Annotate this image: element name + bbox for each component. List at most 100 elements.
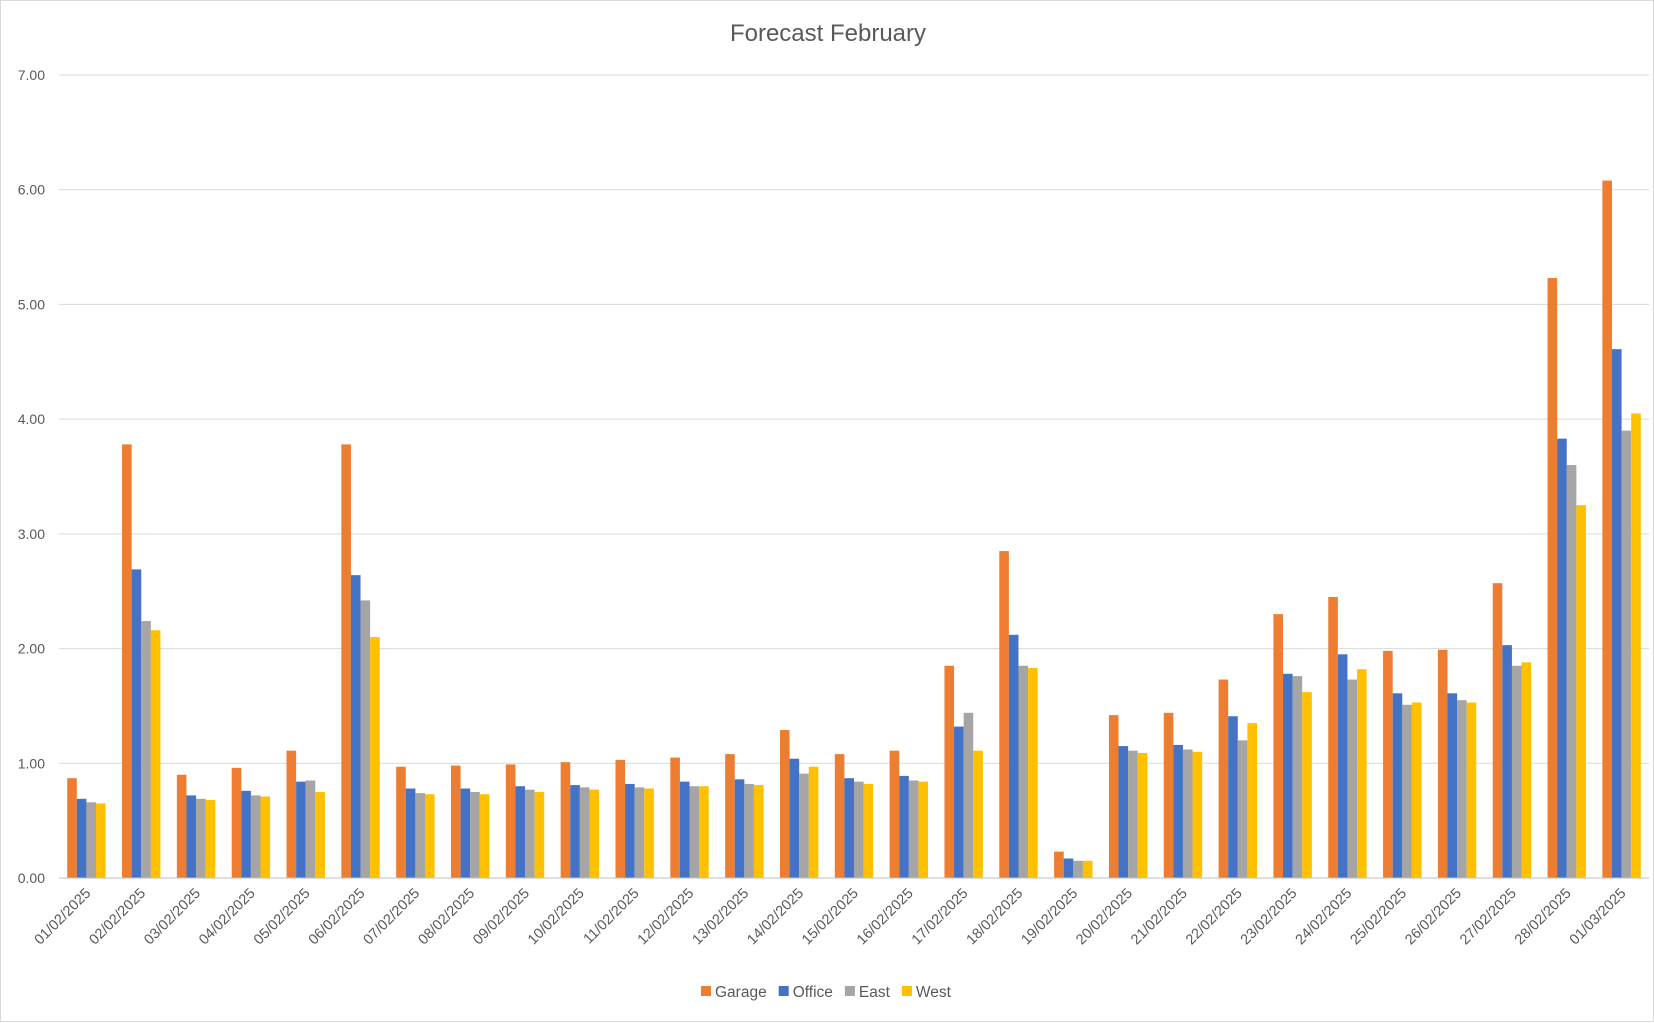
x-tick-label: 20/02/2025 xyxy=(1073,886,1136,949)
bar-office xyxy=(1118,746,1129,878)
legend-swatch-office xyxy=(778,986,789,996)
bar-office xyxy=(76,798,87,878)
bar-office xyxy=(460,788,471,878)
bar-west xyxy=(1028,668,1038,878)
x-axis-ticks: 01/02/202502/02/202503/02/202504/02/2025… xyxy=(32,886,1630,949)
bar-office xyxy=(1228,716,1238,878)
bar-garage xyxy=(834,754,845,878)
bar-west xyxy=(699,786,709,878)
bar-east xyxy=(470,791,480,878)
x-tick-label: 08/02/2025 xyxy=(415,886,478,949)
bar-garage xyxy=(725,754,735,878)
bar-west xyxy=(1192,751,1203,878)
bar-office xyxy=(1283,673,1293,878)
x-tick-label: 11/02/2025 xyxy=(581,886,643,948)
bar-west xyxy=(96,803,106,878)
bar-east xyxy=(689,786,700,878)
x-tick-label: 19/02/2025 xyxy=(1019,886,1082,949)
bar-office xyxy=(570,785,580,878)
bar-west xyxy=(863,783,874,878)
x-tick-label: 28/02/2025 xyxy=(1512,886,1575,949)
bar-garage xyxy=(615,759,626,878)
legend-label-office: Office xyxy=(793,984,833,1001)
bar-east xyxy=(250,795,261,878)
bar-garage xyxy=(396,766,406,878)
bar-office xyxy=(241,790,251,878)
bar-east xyxy=(1566,465,1577,878)
bar-east xyxy=(1237,740,1248,878)
x-tick-label: 04/02/2025 xyxy=(196,886,259,949)
bar-west xyxy=(424,794,435,878)
bar-west xyxy=(644,788,654,878)
bar-west xyxy=(205,799,216,878)
x-tick-label: 16/02/2025 xyxy=(854,886,917,949)
bar-east xyxy=(908,780,919,878)
x-tick-label: 06/02/2025 xyxy=(306,886,369,949)
gridlines xyxy=(59,74,1649,764)
bar-west xyxy=(150,630,161,878)
x-tick-label: 26/02/2025 xyxy=(1402,886,1465,949)
bar-garage xyxy=(670,757,680,878)
bar-east xyxy=(1511,665,1522,878)
bar-west xyxy=(1247,723,1257,878)
bar-garage xyxy=(1054,851,1064,878)
bar-east xyxy=(1292,676,1303,878)
bar-west xyxy=(370,637,380,878)
bar-west xyxy=(534,791,545,878)
bar-garage xyxy=(1492,583,1503,878)
bar-garage xyxy=(1218,679,1229,878)
bar-east xyxy=(1018,665,1029,878)
legend-swatch-west xyxy=(901,986,912,996)
y-tick-label: 6.00 xyxy=(18,182,45,198)
bar-east xyxy=(799,773,809,878)
y-tick-label: 3.00 xyxy=(18,526,45,542)
bar-east xyxy=(1621,430,1632,878)
bar-office xyxy=(899,775,909,878)
bar-east xyxy=(196,798,206,878)
bar-east xyxy=(854,781,864,878)
bar-garage xyxy=(1163,712,1174,878)
y-tick-label: 0.00 xyxy=(18,870,45,886)
bar-garage xyxy=(231,767,242,878)
x-tick-label: 18/02/2025 xyxy=(964,886,1027,949)
bar-garage xyxy=(176,774,187,878)
x-tick-label: 10/02/2025 xyxy=(525,886,588,949)
bar-garage xyxy=(1602,180,1612,879)
bar-garage xyxy=(341,444,351,878)
x-tick-label: 14/02/2025 xyxy=(744,886,807,949)
x-tick-label: 23/02/2025 xyxy=(1238,886,1301,949)
bar-west xyxy=(479,794,490,878)
x-tick-label: 13/02/2025 xyxy=(690,886,753,949)
bar-east xyxy=(1128,750,1138,878)
x-tick-label: 12/02/2025 xyxy=(635,886,698,949)
y-tick-label: 5.00 xyxy=(18,296,45,312)
bar-garage xyxy=(67,778,77,878)
bar-garage xyxy=(1437,649,1448,878)
bar-office xyxy=(789,758,800,878)
bar-office xyxy=(1611,349,1622,879)
x-tick-label: 27/02/2025 xyxy=(1457,886,1520,949)
bar-office xyxy=(186,795,197,878)
bar-office xyxy=(1173,744,1183,878)
bar-east xyxy=(1347,679,1358,878)
bar-east xyxy=(1402,704,1412,878)
bar-west xyxy=(1302,692,1312,878)
x-tick-label: 02/02/2025 xyxy=(86,886,149,949)
legend-label-east: East xyxy=(859,984,891,1001)
bar-office xyxy=(131,569,142,878)
bar-office xyxy=(350,575,361,878)
bar-garage xyxy=(560,762,571,878)
bar-office xyxy=(1392,693,1403,878)
bar-west xyxy=(753,785,764,878)
bar-west xyxy=(1521,662,1532,878)
bar-garage xyxy=(505,764,516,878)
bar-garage xyxy=(1273,614,1284,878)
bar-office xyxy=(405,788,416,878)
bar-east xyxy=(86,802,97,878)
bar-west xyxy=(1411,702,1422,878)
bar-east xyxy=(1073,860,1083,878)
bar-garage xyxy=(1328,596,1338,878)
bar-garage xyxy=(451,765,461,878)
